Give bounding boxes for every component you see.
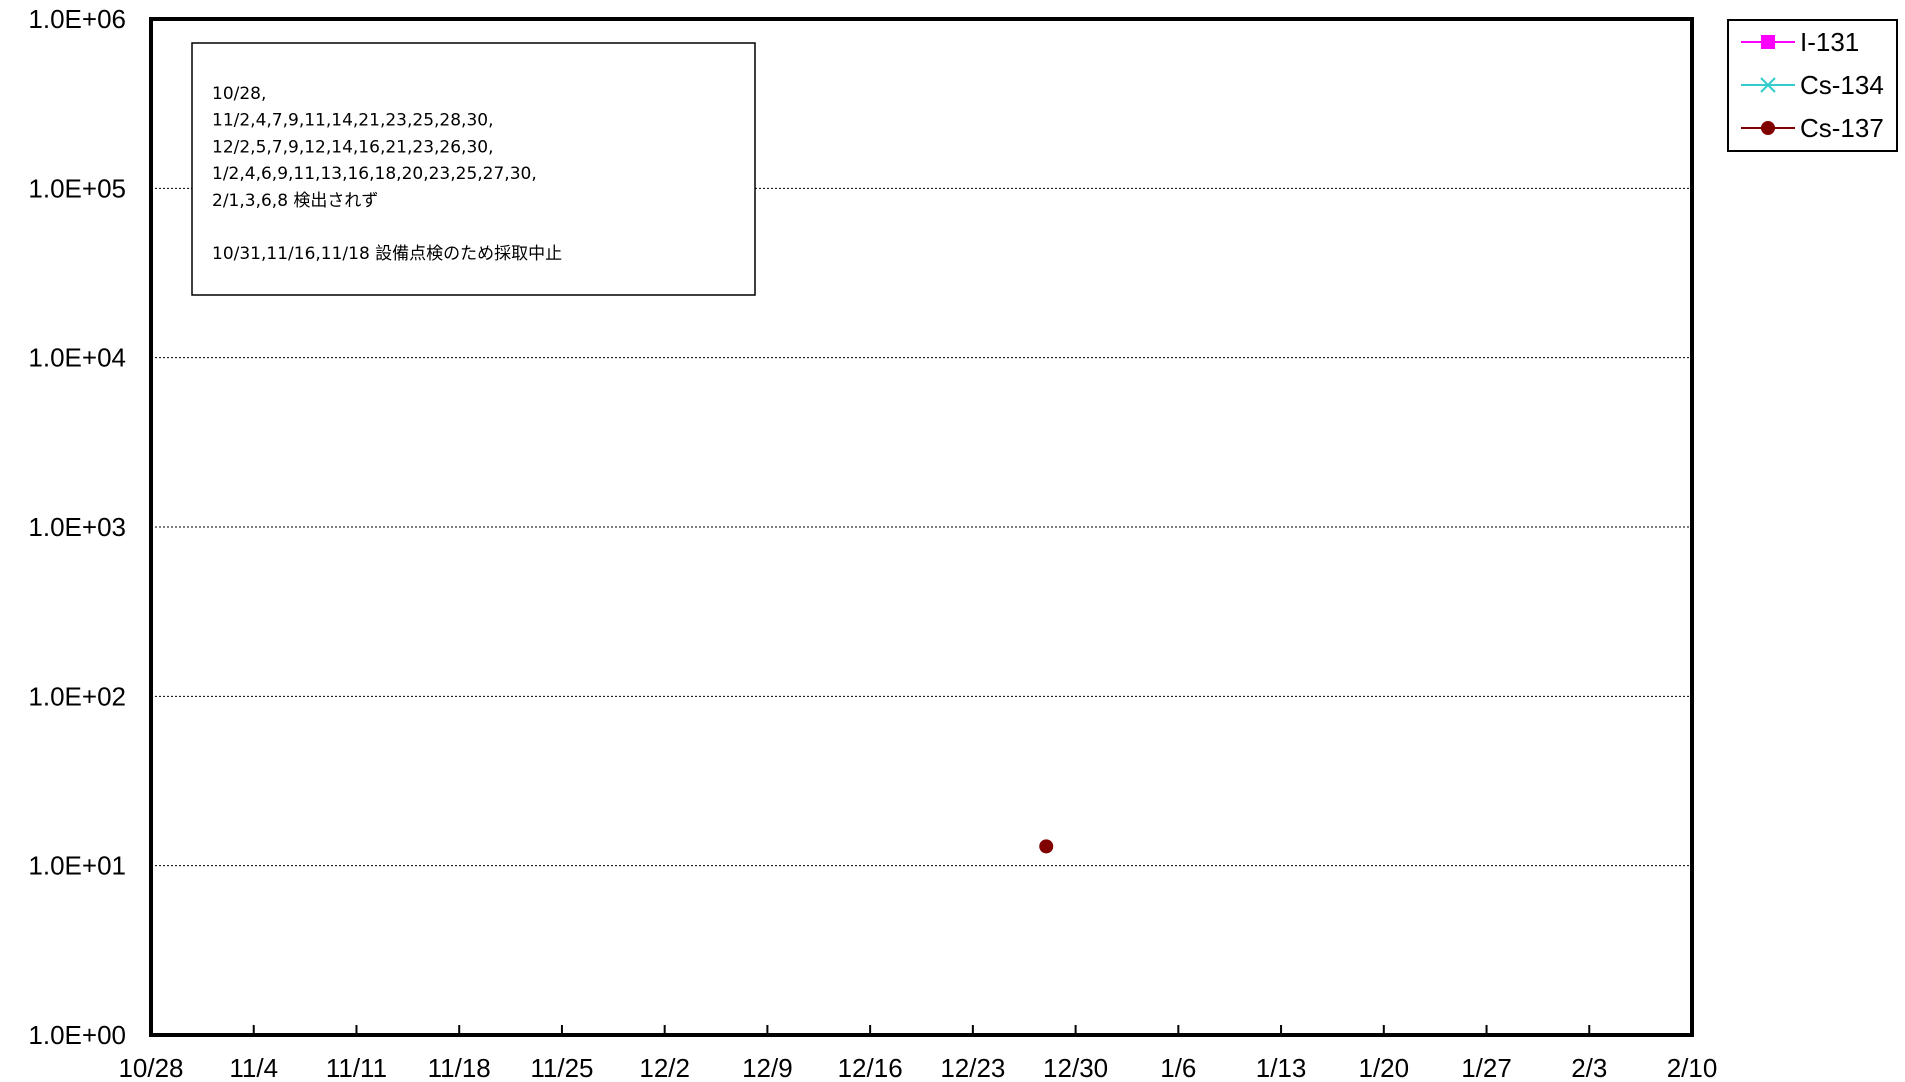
y-tick-label: 1.0E+03 [28,512,126,542]
annotation-line: 10/31,11/16,11/18 設備点検のため採取中止 [212,244,562,264]
legend-marker-cs-134 [1760,77,1776,93]
x-tick-label: 2/10 [1667,1053,1718,1082]
y-axis-tick-labels: 1.0E+06 1.0E+05 1.0E+04 1.0E+03 1.0E+02 1.0E+… [28,4,126,1050]
x-tick-label: 12/30 [1043,1053,1108,1082]
x-tick-label: 12/2 [639,1053,690,1082]
legend-label: Cs-137 [1800,113,1884,143]
legend-item-cs-134: Cs-134 [1741,70,1884,100]
annotation-line: 10/28, [212,84,266,104]
legend-label: Cs-134 [1800,70,1884,100]
annotation-box: 10/28, 11/2,4,7,9,11,14,21,23,25,28,30, 12… [191,42,756,296]
y-tick-label: 1.0E+00 [28,1020,126,1050]
x-tick-label: 10/28 [118,1053,183,1082]
x-axis-tick-labels: 10/28 11/4 11/11 11/18 11/25 12/2 12/9 12/16 12/… [118,1053,1717,1082]
x-tick-label: 12/23 [940,1053,1005,1082]
x-tick-label: 11/4 [229,1053,278,1082]
x-tick-label: 1/6 [1160,1053,1196,1082]
data-point-cs-137 [1039,839,1054,854]
data-points [1039,839,1054,854]
annotation-line: 11/2,4,7,9,11,14,21,23,25,28,30, [212,111,494,131]
y-tick-label: 1.0E+05 [28,173,126,203]
annotation-line: 2/1,3,6,8 検出されず [212,191,378,211]
annotation-line: 1/2,4,6,9,11,13,16,18,20,23,25,27,30, [212,164,537,184]
y-tick-label: 1.0E+06 [28,4,126,34]
x-tick-label: 12/16 [838,1053,903,1082]
y-tick-label: 1.0E+02 [28,681,126,711]
legend-item-cs-137: Cs-137 [1741,113,1884,143]
x-tick-label: 12/9 [742,1053,793,1082]
x-tick-label: 11/18 [428,1053,491,1082]
legend-label: I-131 [1800,27,1859,57]
y-tick-label: 1.0E+01 [28,851,126,881]
legend-marker-cs-137 [1761,121,1775,135]
annotation-line: 12/2,5,7,9,12,14,16,21,23,26,30, [212,137,494,157]
annotation-frame [191,42,756,296]
x-tick-label: 2/3 [1571,1053,1607,1082]
legend: I-131 Cs-134 Cs-137 [1727,19,1898,152]
x-tick-label: 1/20 [1358,1053,1409,1082]
x-tick-label: 1/27 [1461,1053,1512,1082]
y-tick-label: 1.0E+04 [28,343,126,373]
legend-marker-i-131 [1761,35,1775,49]
x-tick-label: 11/11 [326,1053,387,1082]
x-tick-label: 1/13 [1256,1053,1307,1082]
x-tick-label: 11/25 [530,1053,593,1082]
plot-area-frame [149,17,1694,1037]
legend-item-i-131: I-131 [1741,27,1859,57]
